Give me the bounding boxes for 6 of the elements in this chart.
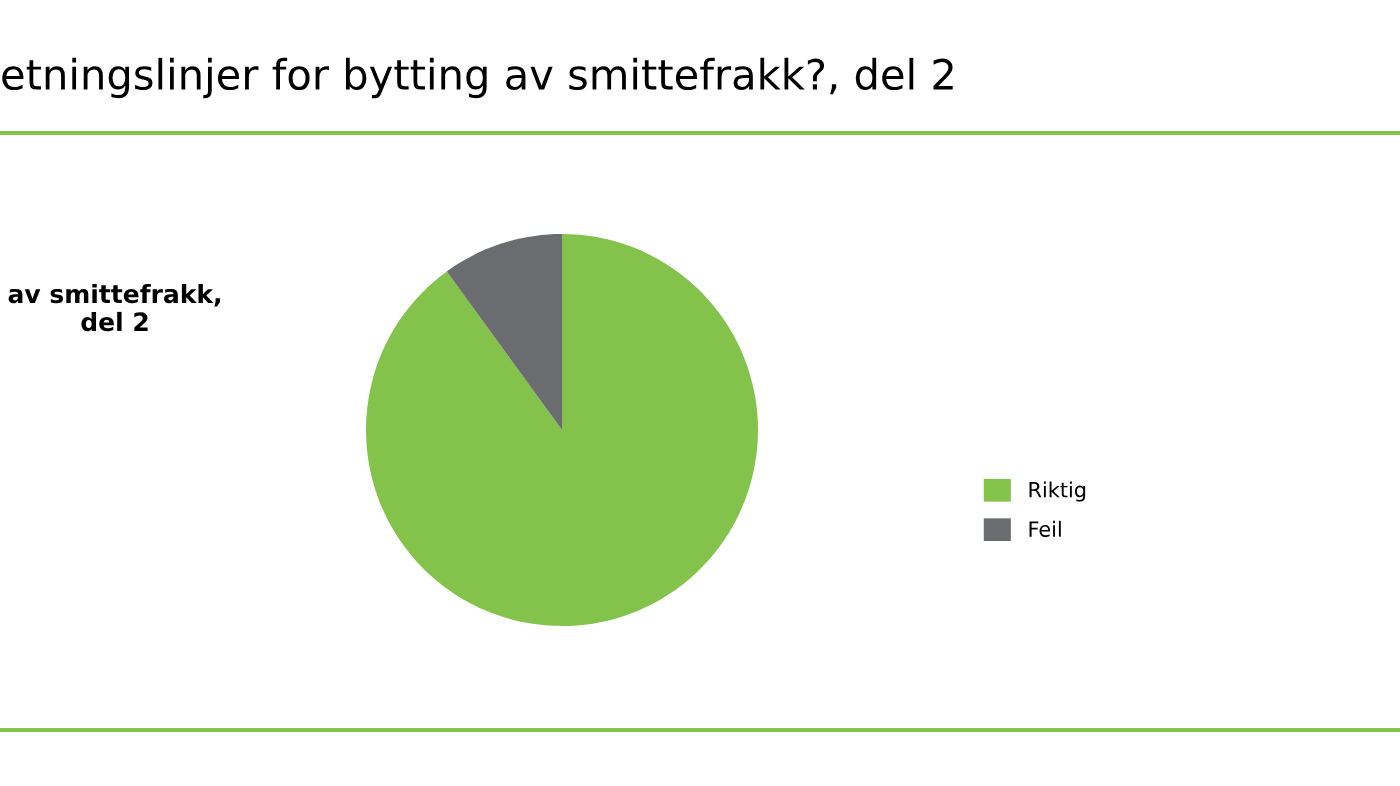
legend-label: Riktig: [1029, 481, 1086, 502]
text: av smittefrakk, del 2: [8, 283, 220, 332]
chart-title: etningslinjer for bytting av smittefrakk?, del 2: [2, 57, 953, 99]
legend-label: Feil: [1029, 520, 1061, 537]
pie-slice: [446, 234, 562, 430]
pie-slice: [366, 234, 758, 626]
